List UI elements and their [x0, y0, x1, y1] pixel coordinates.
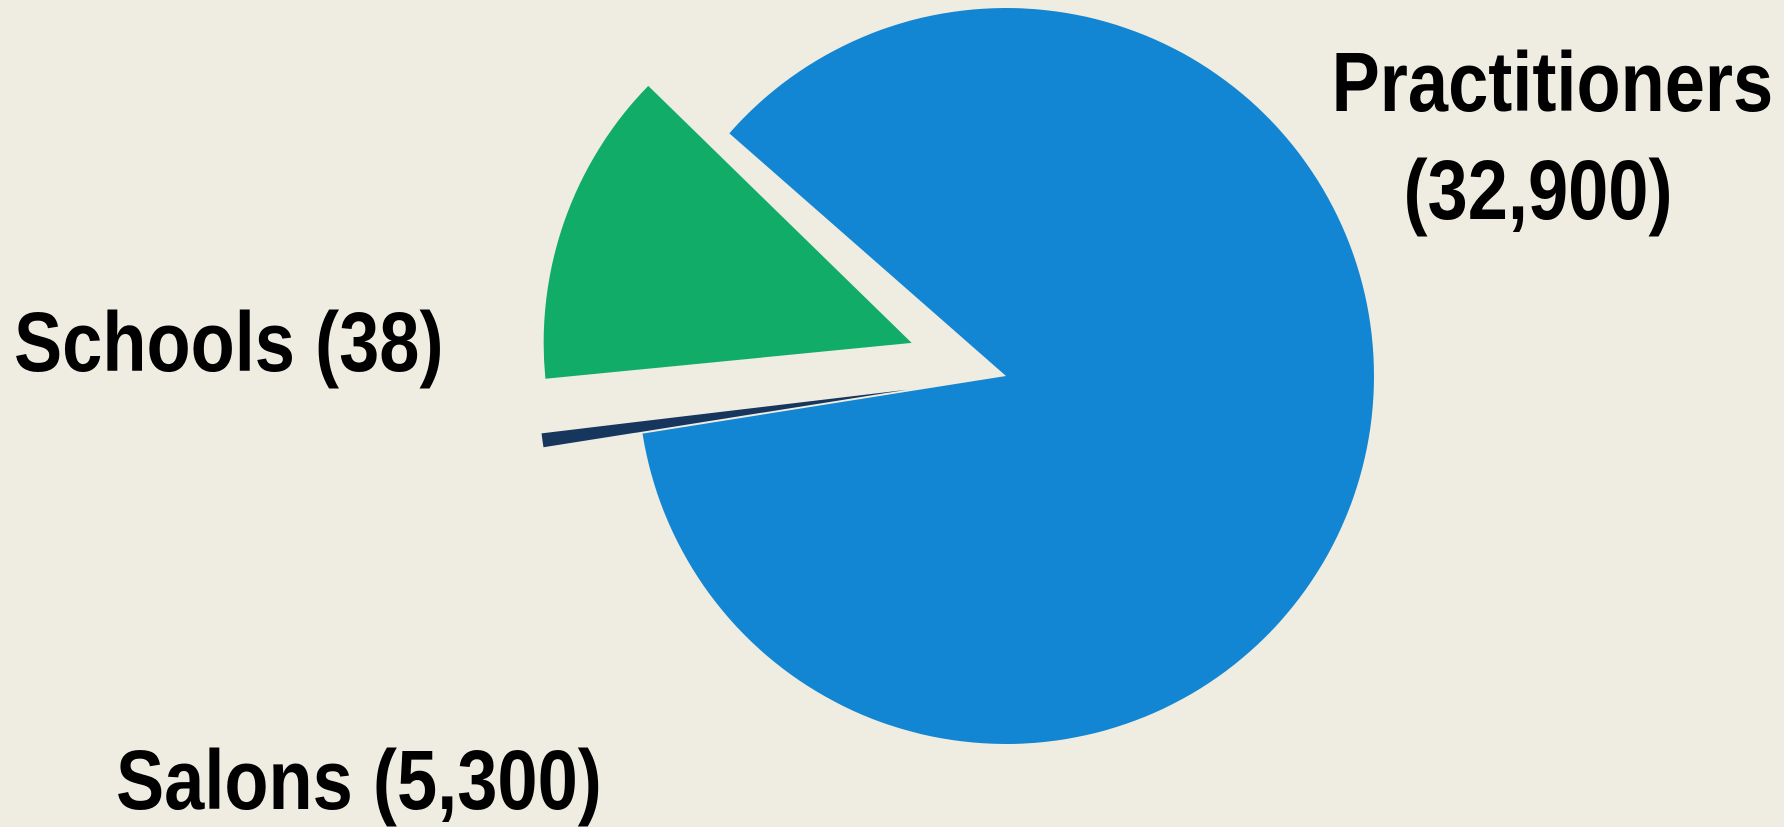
label-schools-text: Schools (38) — [14, 295, 444, 389]
label-schools: Schools (38) — [14, 288, 444, 396]
label-salons-text: Salons (5,300) — [116, 733, 602, 827]
label-practitioners-value: (32,900) — [1403, 143, 1673, 237]
slice-practitioners — [642, 7, 1374, 744]
label-practitioners-name: Practitioners — [1331, 35, 1774, 129]
label-practitioners: Practitioners (32,900) — [1331, 28, 1774, 244]
slice-schools — [541, 389, 907, 448]
slice-salons — [543, 85, 912, 379]
label-salons: Salons (5,300) — [116, 726, 602, 827]
